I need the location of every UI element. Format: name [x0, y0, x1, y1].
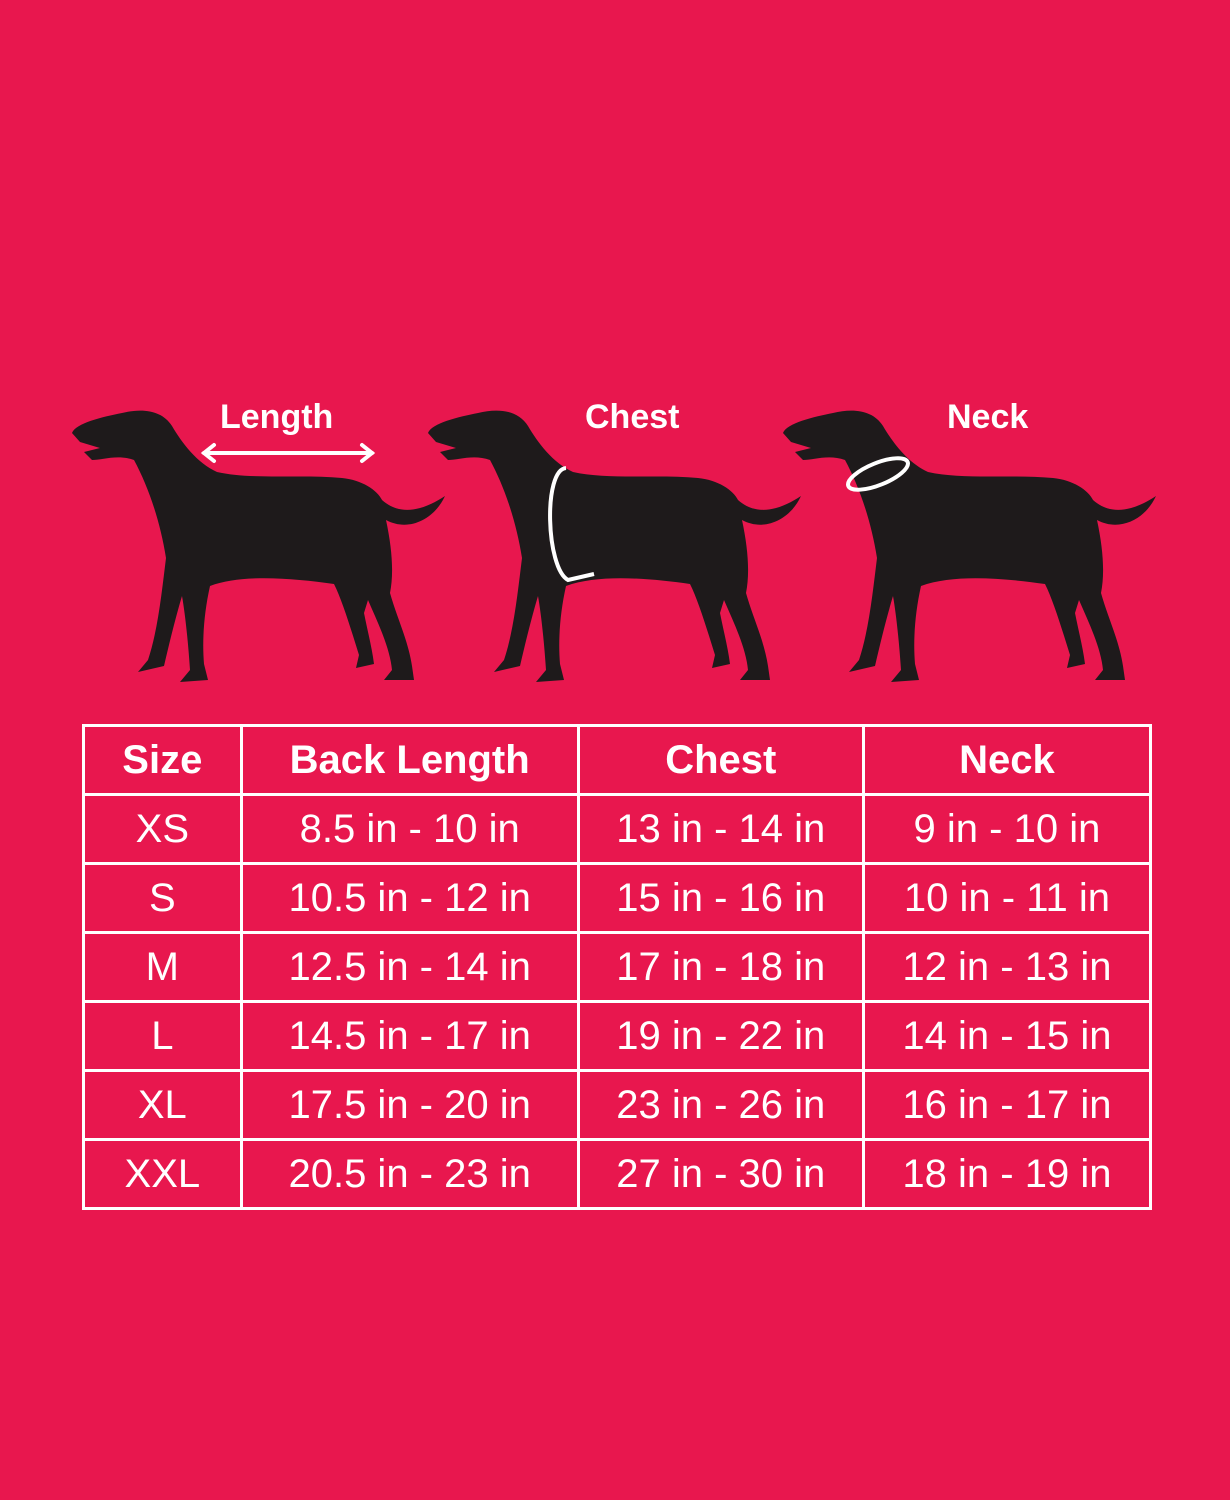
cell-chest: 27 in - 30 in [576, 1138, 865, 1210]
cell-chest: 13 in - 14 in [576, 793, 865, 865]
table-row: L 14.5 in - 17 in 19 in - 22 in 14 in - 15 … [82, 1000, 1153, 1072]
cell-chest: 17 in - 18 in [576, 931, 865, 1003]
cell-size: S [82, 862, 243, 934]
cell-neck: 10 in - 11 in [861, 862, 1153, 934]
chest-label: Chest [585, 398, 680, 436]
dog-length-diagram [72, 408, 462, 688]
cell-back-length: 12.5 in - 14 in [239, 931, 580, 1003]
cell-neck: 9 in - 10 in [861, 793, 1153, 865]
neck-label: Neck [947, 398, 1029, 436]
cell-chest: 15 in - 16 in [576, 862, 865, 934]
table-header-row: Size Back Length Chest Neck [82, 724, 1153, 796]
cell-size: XL [82, 1069, 243, 1141]
cell-size: M [82, 931, 243, 1003]
cell-neck: 18 in - 19 in [861, 1138, 1153, 1210]
dog-neck-diagram [783, 408, 1173, 688]
cell-size: XS [82, 793, 243, 865]
header-size: Size [82, 724, 243, 796]
cell-neck: 12 in - 13 in [861, 931, 1153, 1003]
cell-neck: 14 in - 15 in [861, 1000, 1153, 1072]
chest-ring-icon [548, 466, 595, 583]
cell-back-length: 17.5 in - 20 in [239, 1069, 580, 1141]
size-chart-table: Size Back Length Chest Neck XS 8.5 in - 1… [82, 724, 1153, 1210]
dog-silhouette-icon [783, 410, 1156, 682]
cell-back-length: 8.5 in - 10 in [239, 793, 580, 865]
table-row: XXL 20.5 in - 23 in 27 in - 30 in 18 in - 1… [82, 1138, 1153, 1210]
table-row: XL 17.5 in - 20 in 23 in - 26 in 16 in - 17… [82, 1069, 1153, 1141]
header-back-length: Back Length [239, 724, 580, 796]
cell-neck: 16 in - 17 in [861, 1069, 1153, 1141]
dog-silhouette-icon [428, 410, 801, 682]
cell-chest: 23 in - 26 in [576, 1069, 865, 1141]
neck-ring-icon [846, 456, 910, 492]
cell-back-length: 14.5 in - 17 in [239, 1000, 580, 1072]
table-row: M 12.5 in - 14 in 17 in - 18 in 12 in - 13 … [82, 931, 1153, 1003]
cell-back-length: 10.5 in - 12 in [239, 862, 580, 934]
cell-size: L [82, 1000, 243, 1072]
dog-chest-diagram [428, 408, 818, 688]
header-chest: Chest [576, 724, 865, 796]
dog-silhouette-icon [72, 410, 445, 682]
header-neck: Neck [861, 724, 1153, 796]
cell-back-length: 20.5 in - 23 in [239, 1138, 580, 1210]
table-row: XS 8.5 in - 10 in 13 in - 14 in 9 in - 10 i… [82, 793, 1153, 865]
cell-chest: 19 in - 22 in [576, 1000, 865, 1072]
double-arrow-icon [200, 443, 376, 463]
length-label: Length [220, 398, 334, 436]
cell-size: XXL [82, 1138, 243, 1210]
table-row: S 10.5 in - 12 in 15 in - 16 in 10 in - 11 … [82, 862, 1153, 934]
